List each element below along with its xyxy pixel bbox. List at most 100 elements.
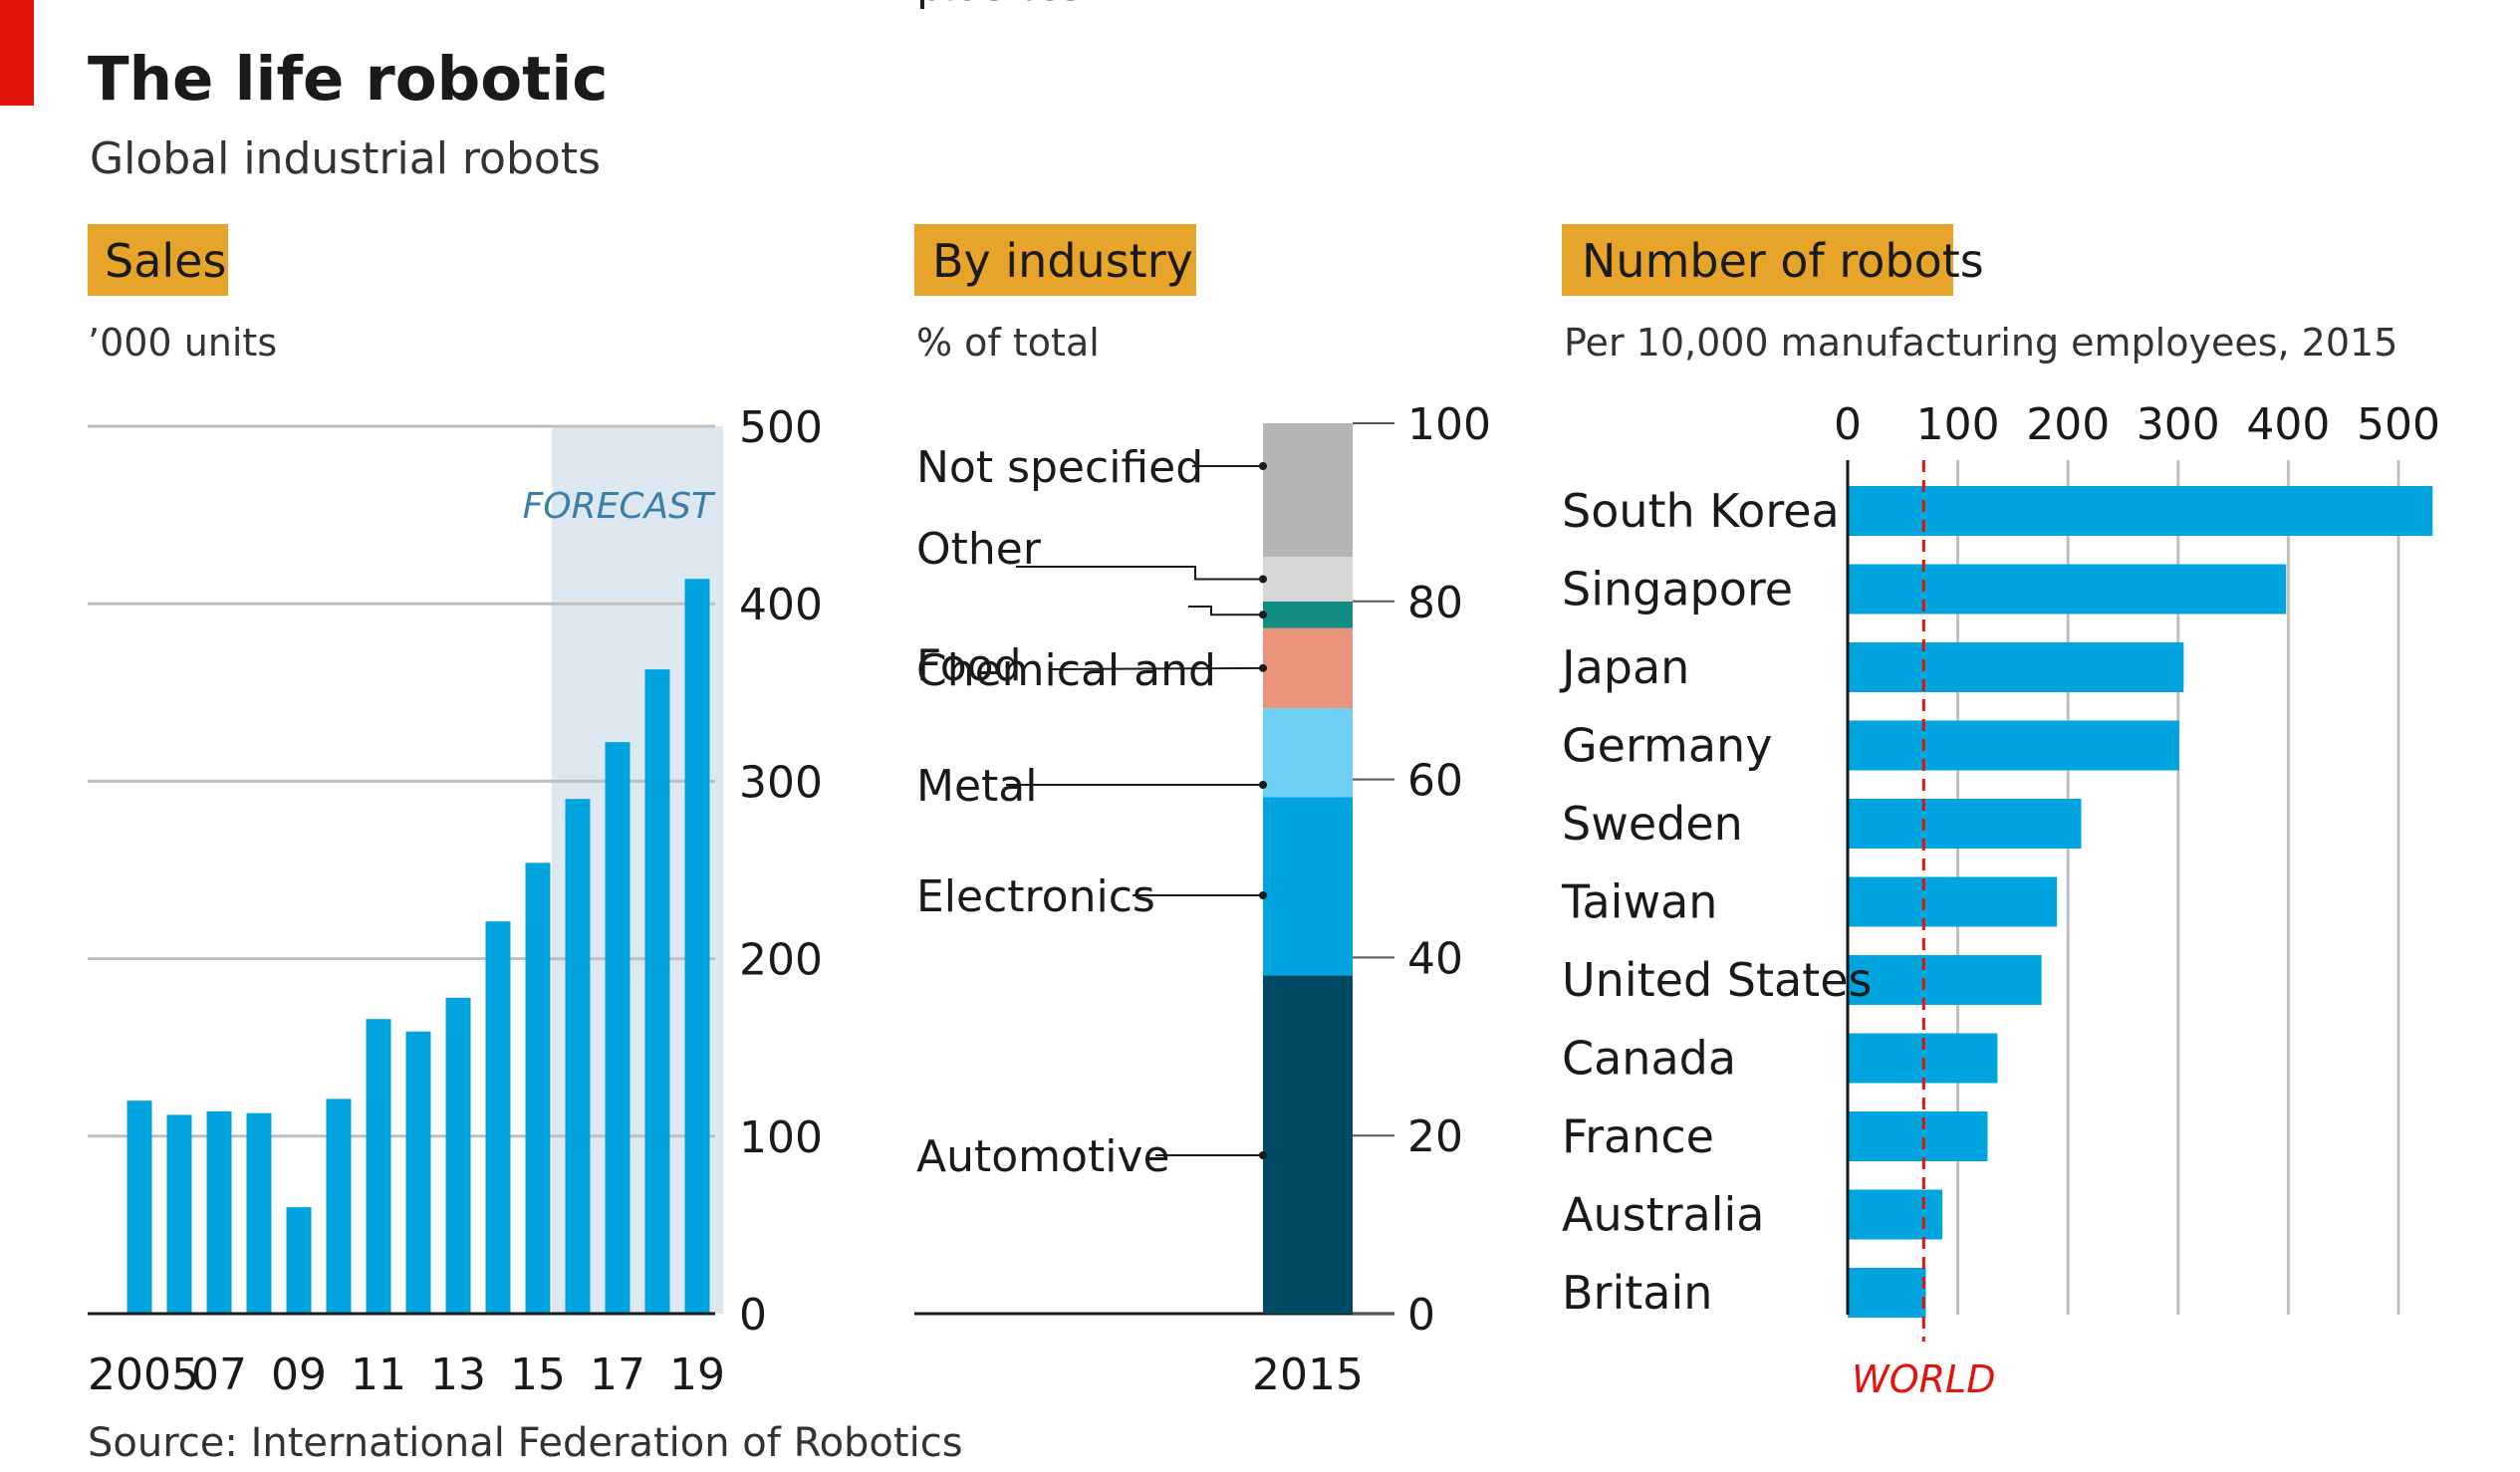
robots-x-tick-label: 200 xyxy=(2026,399,2110,450)
industry-chart: 0 20 40 60 80 100 Automotive Electronics Metal Ch… xyxy=(914,0,1491,1400)
sales-y-tick-label: 400 xyxy=(739,580,823,630)
chart-title: The life robotic xyxy=(88,44,608,115)
industry-y-tick-label: 0 xyxy=(1407,1290,1435,1341)
industry-y-tick-label: 60 xyxy=(1407,756,1463,807)
industry-leader-line xyxy=(1188,606,1263,616)
robots-bar xyxy=(1848,720,2179,771)
industry-segment-label: Metal xyxy=(916,761,1037,812)
sales-y-tick-label: 100 xyxy=(739,1112,823,1163)
robots-country-label: France xyxy=(1562,1109,1714,1163)
industry-y-tick-label: 20 xyxy=(1407,1111,1463,1162)
sales-bar xyxy=(485,921,511,1314)
industry-leader-dot xyxy=(1259,611,1267,619)
robots-bar xyxy=(1848,1111,1988,1161)
industry-leader-dot xyxy=(1259,663,1267,672)
robots-x-tick-label: 100 xyxy=(1916,399,2000,450)
brand-red-tab xyxy=(0,0,34,106)
sales-bar xyxy=(565,799,591,1314)
sales-x-tick-label: 11 xyxy=(351,1349,406,1400)
sales-bar xyxy=(445,997,471,1314)
world-reference-label: WORLD xyxy=(1852,1357,1995,1401)
sales-x-tick-label: 07 xyxy=(191,1349,247,1400)
sales-label-box xyxy=(88,224,228,296)
industry-y-tick-label: 100 xyxy=(1407,399,1491,450)
robots-bar xyxy=(1848,799,2082,849)
industry-leader-line xyxy=(1051,666,1264,670)
sales-bar xyxy=(166,1114,192,1314)
sales-bar xyxy=(206,1110,232,1314)
robots-country-label: Taiwan xyxy=(1561,875,1717,929)
sales-y-tick-label: 500 xyxy=(739,402,823,453)
industry-y-tick-label: 80 xyxy=(1407,578,1463,628)
robots-x-tick-label: 400 xyxy=(2246,399,2330,450)
industry-segment xyxy=(1263,975,1353,1314)
robots-country-label: Sweden xyxy=(1562,797,1743,851)
sales-x-tick-label: 09 xyxy=(271,1349,327,1400)
source-note: Source: International Federation of Robo… xyxy=(88,1420,963,1466)
sales-x-tick-label: 17 xyxy=(590,1349,645,1400)
sales-y-tick-label: 200 xyxy=(739,935,823,986)
sales-label: Sales xyxy=(105,234,226,288)
industry-segment-label: Electronics xyxy=(916,871,1155,922)
industry-unit: % of total xyxy=(916,321,1100,365)
industry-leader-dot xyxy=(1259,462,1267,470)
robots-country-label: Australia xyxy=(1562,1188,1764,1242)
industry-segment-label: Food xyxy=(916,640,1022,691)
robots-country-label: Japan xyxy=(1559,640,1689,694)
robots-x-tick-label: 300 xyxy=(2137,399,2220,450)
robots-x-tick-label: 0 xyxy=(1834,399,1862,450)
robots-bar xyxy=(1848,486,2433,536)
sales-bar xyxy=(246,1112,272,1314)
industry-leader-line xyxy=(1016,566,1263,581)
industry-segment xyxy=(1263,601,1353,628)
robots-label-box xyxy=(1562,224,1953,296)
sales-x-tick-label: 15 xyxy=(510,1349,566,1400)
industry-segment-label: Not specified xyxy=(916,442,1203,493)
industry-label: By industry xyxy=(932,234,1193,288)
robots-country-label: Germany xyxy=(1562,719,1772,773)
industry-segment-label: plastics xyxy=(916,0,1083,11)
robots-bar xyxy=(1848,564,2287,614)
sales-x-tick-label: 13 xyxy=(430,1349,486,1400)
chart-subtitle: Global industrial robots xyxy=(90,133,601,184)
robots-unit: Per 10,000 manufacturing employees, 2015 xyxy=(1564,321,2397,365)
sales-bar xyxy=(326,1099,352,1314)
sales-y-tick-label: 0 xyxy=(739,1290,767,1341)
robots-country-label: Britain xyxy=(1562,1266,1712,1320)
sales-x-tick-label: 19 xyxy=(669,1349,725,1400)
industry-segment xyxy=(1263,708,1353,798)
robots-country-label: South Korea xyxy=(1562,484,1840,538)
industry-segment xyxy=(1263,423,1353,558)
robots-chart: 0 100 200 300 400 500 South Korea Singapore Japa… xyxy=(1559,399,2440,1401)
sales-bar xyxy=(525,862,551,1314)
robots-country-label: Singapore xyxy=(1562,563,1793,616)
industry-segment-label: Automotive xyxy=(916,1131,1170,1182)
sales-bar xyxy=(366,1019,391,1314)
sales-bar xyxy=(644,669,670,1314)
industry-segment xyxy=(1263,797,1353,976)
robots-country-label: Canada xyxy=(1562,1032,1736,1086)
robots-bar xyxy=(1848,876,2058,927)
industry-segment xyxy=(1263,627,1353,709)
sales-bar xyxy=(286,1207,312,1314)
robots-x-tick-label: 500 xyxy=(2357,399,2440,450)
sales-x-tick-label: 2005 xyxy=(88,1349,199,1400)
industry-leader-dot xyxy=(1259,891,1267,899)
industry-label-box xyxy=(914,224,1196,296)
industry-leader-dot xyxy=(1259,781,1267,789)
robots-country-label: United States xyxy=(1562,953,1873,1007)
industry-x-label: 2015 xyxy=(1252,1349,1364,1400)
industry-segment xyxy=(1263,557,1353,602)
robots-bar xyxy=(1848,1189,1943,1240)
robots-label: Number of robots xyxy=(1582,234,1984,288)
sales-bar xyxy=(684,579,710,1314)
robots-bar xyxy=(1848,642,2184,692)
industry-y-tick-label: 40 xyxy=(1407,933,1463,984)
robots-bar xyxy=(1848,1268,1926,1318)
robots-bar xyxy=(1848,955,2042,1005)
sales-bar xyxy=(405,1031,431,1314)
industry-leader-dot xyxy=(1259,575,1267,584)
industry-segment-label: Chemical and xyxy=(916,645,1216,696)
